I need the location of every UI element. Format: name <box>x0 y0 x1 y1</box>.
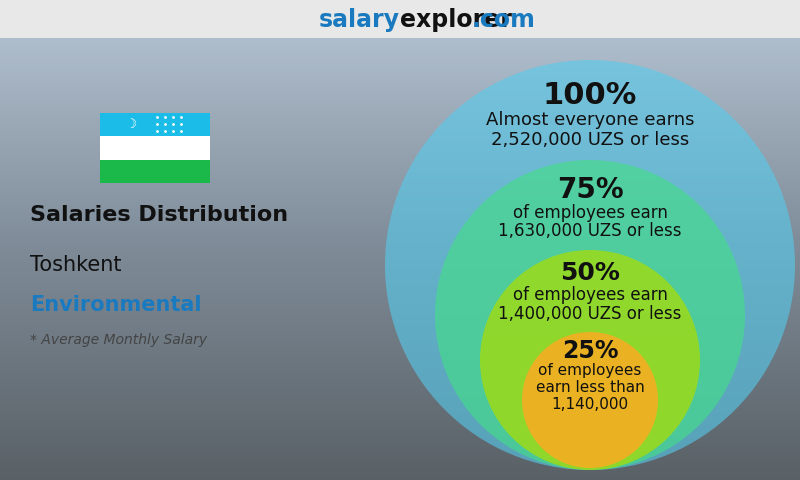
Text: salary: salary <box>319 8 400 32</box>
Text: 25%: 25% <box>562 339 618 363</box>
Circle shape <box>385 60 795 470</box>
Text: earn less than: earn less than <box>536 380 644 395</box>
Text: 1,630,000 UZS or less: 1,630,000 UZS or less <box>498 222 682 240</box>
FancyBboxPatch shape <box>100 136 210 160</box>
FancyBboxPatch shape <box>100 160 210 183</box>
FancyBboxPatch shape <box>100 113 210 136</box>
Circle shape <box>480 250 700 470</box>
Circle shape <box>522 332 658 468</box>
Text: ☽: ☽ <box>125 118 137 131</box>
Text: Toshkent: Toshkent <box>30 255 122 275</box>
Text: of employees earn: of employees earn <box>513 204 667 221</box>
Text: 2,520,000 UZS or less: 2,520,000 UZS or less <box>491 132 689 149</box>
Text: of employees: of employees <box>538 362 642 378</box>
Text: Salaries Distribution: Salaries Distribution <box>30 205 288 225</box>
Text: 100%: 100% <box>543 81 637 109</box>
Text: 75%: 75% <box>557 176 623 204</box>
Text: explorer: explorer <box>400 8 512 32</box>
Text: Almost everyone earns: Almost everyone earns <box>486 111 694 129</box>
Text: 1,140,000: 1,140,000 <box>551 396 629 412</box>
Circle shape <box>435 160 745 470</box>
Text: * Average Monthly Salary: * Average Monthly Salary <box>30 333 207 347</box>
Text: Environmental: Environmental <box>30 295 202 315</box>
Text: 1,400,000 UZS or less: 1,400,000 UZS or less <box>498 305 682 323</box>
Text: .com: .com <box>472 8 536 32</box>
Text: of employees earn: of employees earn <box>513 286 667 304</box>
FancyBboxPatch shape <box>0 0 800 38</box>
Text: 50%: 50% <box>560 261 620 285</box>
